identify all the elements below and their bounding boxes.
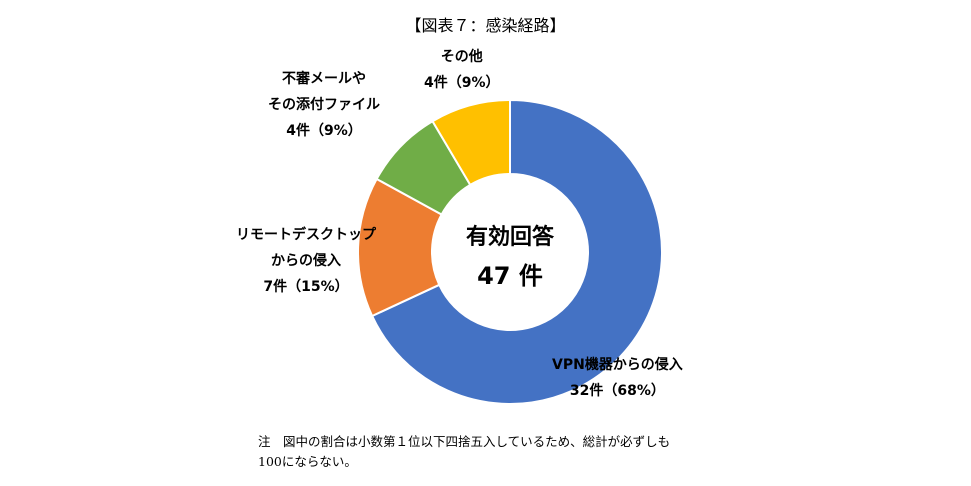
slice-vpn: [370, 98, 663, 405]
slice-label-vpn-value: 32件（68%）: [569, 383, 665, 399]
slice-label-rdp-name1: リモートデスクトップ: [236, 227, 376, 243]
chart-title: 【図表７：感染経路】: [405, 16, 566, 35]
slice-label-rdp-value: 7件（15%）: [263, 279, 349, 295]
center-label-count: 47 件: [477, 262, 543, 290]
slice-label-other-value: 4件（9%）: [424, 75, 500, 91]
center-label-title: 有効回答: [466, 224, 555, 250]
slice-label-other: その他 4件（9%）: [424, 44, 500, 96]
footnote-line-1: 注 図中の割合は小数第１位以下四捨五入しているため、総計が必ずしも: [258, 434, 671, 449]
slice-label-vpn-name: VPN機器からの侵入: [552, 357, 683, 373]
slice-other: [431, 98, 511, 187]
slice-label-other-name: その他: [440, 49, 483, 65]
footnote: 注 図中の割合は小数第１位以下四捨五入しているため、総計が必ずしも 100になら…: [258, 432, 778, 472]
slice-label-vpn: VPN機器からの侵入 32件（68%）: [552, 352, 683, 404]
footnote-line-2: 100にならない。: [258, 454, 357, 469]
slice-label-mail-name1: 不審メールや: [282, 71, 366, 87]
slice-label-rdp-name2: からの侵入: [271, 253, 341, 269]
slice-label-mail-value: 4件（9%）: [286, 123, 362, 139]
slice-label-mail: 不審メールや その添付ファイル 4件（9%）: [268, 66, 380, 144]
slice-label-rdp: リモートデスクトップ からの侵入 7件（15%）: [236, 222, 376, 300]
slice-label-mail-name2: その添付ファイル: [268, 97, 380, 113]
